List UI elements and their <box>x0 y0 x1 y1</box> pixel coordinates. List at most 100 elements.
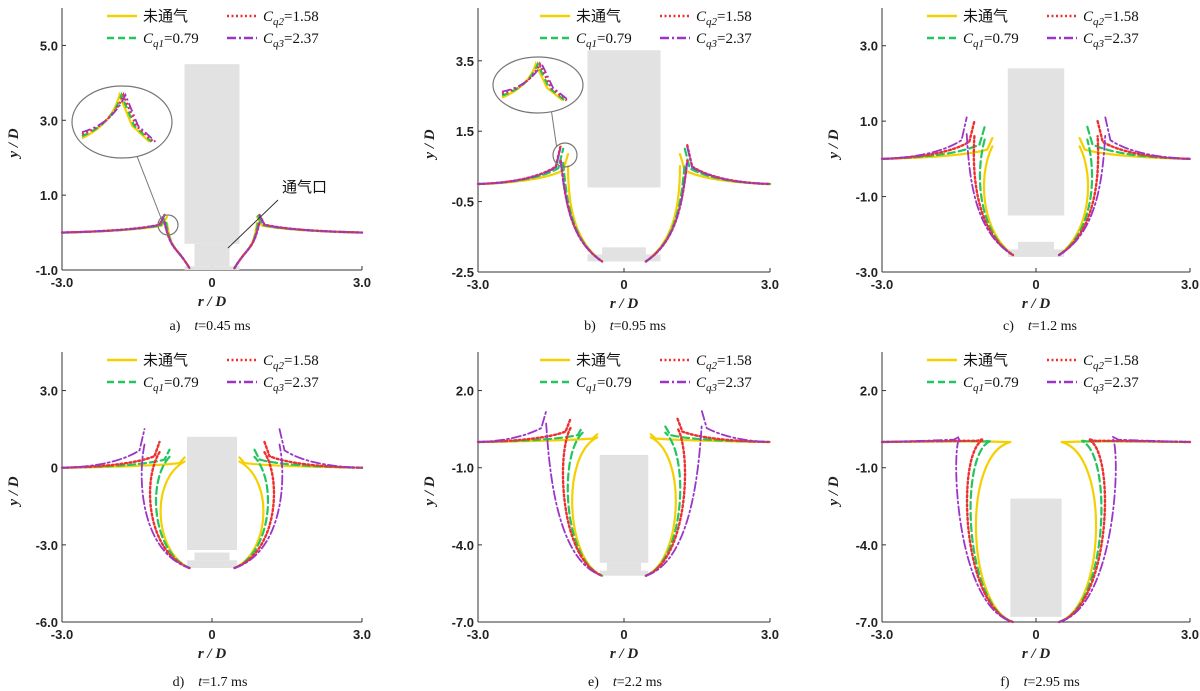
projectile-base <box>587 254 661 262</box>
legend-label-cq3: Cq3=2.37 <box>696 375 752 394</box>
projectile-base <box>184 266 240 270</box>
x-tick-label: 3.0 <box>353 627 371 642</box>
legend-symbol: C <box>696 31 707 47</box>
caption-var: t <box>610 319 615 334</box>
subplot-caption: b) t=0.95 ms <box>584 319 666 334</box>
caption-var: t <box>613 675 618 690</box>
y-tick-label: 5.0 <box>40 38 58 53</box>
legend-value: =1.58 <box>1104 353 1139 369</box>
projectile-neck <box>194 243 230 267</box>
legend-label-untreated: 未通气 <box>963 352 1008 369</box>
legend-subscript: q3 <box>706 38 718 50</box>
x-axis-label: r / D <box>198 646 227 662</box>
projectile-base <box>187 560 237 568</box>
legend-label-cq2: Cq2=1.58 <box>696 9 752 28</box>
x-tick-label: 0 <box>620 277 627 292</box>
legend-subscript: q2 <box>273 360 285 372</box>
legend-value: =2.37 <box>717 31 752 47</box>
legend-symbol: C <box>1083 353 1094 369</box>
zoom-curve-cq3 <box>81 92 157 143</box>
y-tick-label: -1.0 <box>36 263 58 278</box>
y-tick-label: 0 <box>51 461 58 476</box>
y-tick-label: 1.0 <box>860 114 878 129</box>
caption-var: t <box>198 675 203 690</box>
y-tick-label: -7.0 <box>452 615 474 630</box>
series-line-cq2 <box>880 119 1192 257</box>
x-axis-label: r / D <box>198 294 227 310</box>
legend-subscript: q3 <box>1093 382 1105 394</box>
zoom-inset-b <box>492 56 584 168</box>
series-line-cq3 <box>477 146 771 263</box>
legend-label-cq3: Cq3=2.37 <box>696 31 752 50</box>
y-tick-label: 2.0 <box>456 384 474 399</box>
series-line-cq1 <box>880 125 1192 257</box>
legend-label-untreated: 未通气 <box>143 352 188 369</box>
projectile-body <box>187 436 237 550</box>
legend-value: =1.58 <box>284 353 319 369</box>
caption-value: =2.2 ms <box>617 675 662 690</box>
projectile-neck <box>194 552 230 561</box>
series-line-untreated <box>476 433 772 577</box>
legend-value: =1.58 <box>1104 9 1139 25</box>
subplot-c: -3.0 0 3.0 -3.0 -1.0 1.0 3.0 r / D y / D c) t=1.2… <box>826 8 1199 334</box>
legend-label-cq1: Cq1=0.79 <box>576 375 632 394</box>
y-tick-label: 3.0 <box>40 384 58 399</box>
vent-annotation: 通气口 <box>227 179 327 249</box>
x-axis-label: r / D <box>610 296 639 312</box>
legend-symbol: C <box>1083 31 1094 47</box>
y-axis-label: y / D <box>826 129 842 160</box>
legend-label-cq3: Cq3=2.37 <box>1083 375 1139 394</box>
y-tick-label: 3.5 <box>456 54 474 69</box>
legend-symbol: C <box>263 375 274 391</box>
legend-symbol: C <box>963 375 974 391</box>
series-line-cq2 <box>476 417 772 577</box>
legend-label-cq1: Cq1=0.79 <box>576 31 632 50</box>
legend-symbol: C <box>696 9 707 25</box>
subplot-f: -3.0 0 3.0-7.0-4.0-1.02.0r / Dy / Df) t=2.… <box>826 352 1199 690</box>
series-line-cq3 <box>477 410 771 577</box>
legend-subscript: q3 <box>706 382 718 394</box>
y-tick-label: 1.5 <box>456 124 474 139</box>
legend-symbol: C <box>576 31 587 47</box>
caption-var: t <box>1028 319 1033 334</box>
legend-value: =1.58 <box>284 9 319 25</box>
subplot-e: -3.0 0 3.0-7.0-4.0-1.02.0r / Dy / De) t=2.… <box>422 352 779 690</box>
legend-symbol: C <box>696 375 707 391</box>
x-tick-label: 0 <box>208 627 215 642</box>
projectile-base <box>1007 249 1065 257</box>
legend-subscript: q2 <box>706 16 718 28</box>
caption-value: =0.95 ms <box>614 319 666 334</box>
legend-subscript: q1 <box>586 38 597 50</box>
legend-symbol: C <box>263 31 274 47</box>
legend-label-cq1: Cq1=0.79 <box>143 375 199 394</box>
x-tick-label: 3.0 <box>1181 627 1199 642</box>
legend-value: =0.79 <box>984 31 1019 47</box>
y-tick-label: -1.0 <box>856 461 878 476</box>
legend-label-cq2: Cq2=1.58 <box>696 353 752 372</box>
subplot-d: -3.0 0 3.0-6.0-3.003.0r / Dy / Dd) t=1.7 m… <box>6 352 371 690</box>
legend-value: =0.79 <box>984 375 1019 391</box>
series-line-cq1 <box>476 425 772 577</box>
legend-symbol: C <box>696 353 707 369</box>
legend-symbol: C <box>576 375 587 391</box>
zoom-source-circle <box>157 214 179 236</box>
y-tick-label: 3.0 <box>40 113 58 128</box>
y-tick-label: -0.5 <box>452 195 474 210</box>
projectile-neck <box>602 247 646 255</box>
legend-subscript: q1 <box>586 382 597 394</box>
caption-letter: b) <box>584 319 610 334</box>
legend-symbol: C <box>143 375 154 391</box>
legend-label-cq3: Cq3=2.37 <box>263 31 319 50</box>
y-tick-label: -1.0 <box>856 190 878 205</box>
projectile-body <box>1007 68 1065 216</box>
legend-label-cq1: Cq1=0.79 <box>963 375 1019 394</box>
x-axis-label: r / D <box>610 646 639 662</box>
series-line-untreated <box>60 456 364 570</box>
projectile-body <box>587 50 661 188</box>
y-axis-label: y / D <box>422 129 438 160</box>
series-line-cq1 <box>60 448 364 570</box>
subplot-caption: e) t=2.2 ms <box>588 675 662 690</box>
series-line-cq3 <box>881 435 1191 623</box>
caption-letter: e) <box>588 675 613 690</box>
